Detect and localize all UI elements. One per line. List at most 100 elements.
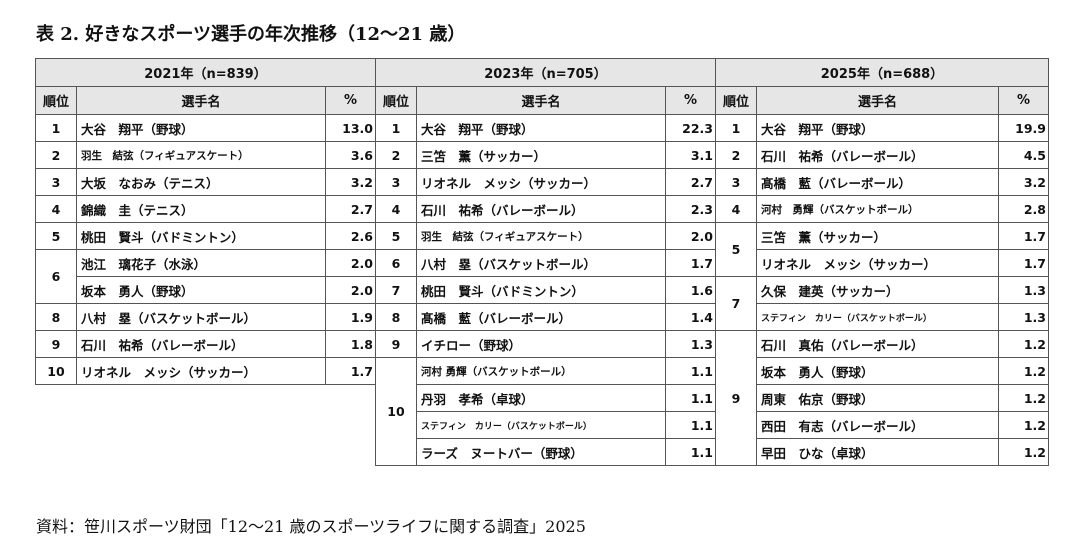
player-name: 大谷 翔平（野球）: [76, 114, 326, 142]
player-name: 髙橋 藍（バレーボール）: [416, 303, 666, 331]
percent-value: 1.3: [998, 276, 1049, 304]
percent-value: 1.7: [665, 249, 716, 277]
rank-cell: 3: [715, 168, 757, 196]
player-name: 石川 祐希（バレーボール）: [76, 330, 326, 358]
table-row: 10 河村 勇輝（バスケットボール） 1.1: [375, 357, 716, 466]
year-header-row: 2021年（n=839）: [35, 58, 376, 87]
table-row: 10 リオネル メッシ（サッカー） 1.7: [35, 357, 376, 385]
player-name: 坂本 勇人（野球）: [756, 357, 999, 385]
table-row: 1 大谷 翔平（野球） 13.0: [35, 114, 376, 142]
percent-value: 4.5: [998, 141, 1049, 169]
player-name: リオネル メッシ（サッカー）: [416, 168, 666, 196]
rank-cell: 10: [375, 357, 417, 466]
table-row: 8 髙橋 藍（バレーボール） 1.4: [375, 303, 716, 331]
name-header: 選手名: [416, 86, 666, 115]
rank-cell: 7: [715, 276, 757, 331]
table-row: リオネル メッシ（サッカー） 1.7: [716, 249, 1049, 277]
table-row: 4 錦織 圭（テニス） 2.7: [35, 195, 376, 223]
percent-value: 19.9: [998, 114, 1049, 142]
rank-cell: 2: [35, 141, 77, 169]
rank-cell: 5: [35, 222, 77, 250]
percent-value: 2.7: [665, 168, 716, 196]
player-name: ステフィン カリー（バスケットボール）: [416, 411, 666, 439]
rank-cell: 5: [375, 222, 417, 250]
table-row: 7 桃田 賢斗（バドミントン） 1.6: [375, 276, 716, 304]
rank-cell: 8: [35, 303, 77, 331]
percent-value: 1.2: [998, 411, 1049, 439]
percent-value: 1.2: [998, 330, 1049, 358]
table-row: 4 石川 祐希（バレーボール） 2.3: [375, 195, 716, 223]
rank-cell: 2: [375, 141, 417, 169]
player-name: 久保 建英（サッカー）: [756, 276, 999, 304]
player-name: 坂本 勇人（野球）: [76, 276, 326, 304]
table-row: 坂本 勇人（野球） 1.2: [716, 357, 1049, 385]
percent-value: 3.1: [665, 141, 716, 169]
table-2023: 2023年（n=705） 順位 選手名% 1 大谷 翔平（野球） 22.3 2 三笘 薫（サッ…: [375, 58, 716, 466]
source-note: 資料：笹川スポーツ財団「12〜21 歳のスポーツライフに関する調査」2025: [36, 517, 586, 536]
table-row: 2 石川 祐希（バレーボール） 4.5: [715, 141, 1049, 169]
player-name: 羽生 結弦（フィギュアスケート）: [416, 222, 666, 250]
rank-cell: 7: [375, 276, 417, 304]
rank-cell: 4: [375, 195, 417, 223]
player-name: 羽生 結弦（フィギュアスケート）: [76, 141, 326, 169]
player-name: ラーズ ヌートバー（野球）: [416, 438, 666, 466]
rank-header: 順位: [35, 86, 77, 115]
percent-value: 2.0: [325, 276, 376, 304]
rank-cell: 5: [715, 222, 757, 277]
rank-header: 順位: [375, 86, 417, 115]
rank-cell: 1: [375, 114, 417, 142]
table-row: 丹羽 孝希（卓球） 1.1: [376, 384, 716, 412]
table-row: 9 イチロー（野球） 1.3: [375, 330, 716, 358]
rank-cell: 2: [715, 141, 757, 169]
percent-value: 1.4: [665, 303, 716, 331]
percent-value: 2.6: [325, 222, 376, 250]
percent-value: 2.7: [325, 195, 376, 223]
rank-cell: 6: [375, 249, 417, 277]
table-row: 3 リオネル メッシ（サッカー） 2.7: [375, 168, 716, 196]
player-name: 髙橋 藍（バレーボール）: [756, 168, 999, 196]
table-row: 早田 ひな（卓球） 1.2: [716, 438, 1049, 466]
rank-cell: 3: [375, 168, 417, 196]
year-header: 2025年（n=688）: [715, 58, 1049, 87]
player-name: 石川 祐希（バレーボール）: [416, 195, 666, 223]
percent-value: 1.2: [998, 357, 1049, 385]
percent-value: 1.3: [998, 303, 1049, 331]
column-header-row: 順位 選手名%: [715, 86, 1049, 115]
player-name: 三笘 薫（サッカー）: [416, 141, 666, 169]
player-name: 桃田 賢斗（バドミントン）: [76, 222, 326, 250]
player-name: 錦織 圭（テニス）: [76, 195, 326, 223]
table-row: ステフィン カリー（バスケットボール） 1.1: [376, 411, 716, 439]
column-header-row: 順位 選手名%: [375, 86, 716, 115]
percent-value: 2.3: [665, 195, 716, 223]
table-row: 西田 有志（バレーボール） 1.2: [716, 411, 1049, 439]
table-row: 5 桃田 賢斗（バドミントン） 2.6: [35, 222, 376, 250]
rank-cell: 3: [35, 168, 77, 196]
table-row: 周東 佑京（野球） 1.2: [716, 384, 1049, 412]
percent-value: 1.1: [665, 357, 716, 385]
percent-value: 1.3: [665, 330, 716, 358]
table-2025: 2025年（n=688） 順位 選手名% 1 大谷 翔平（野球） 19.9 2 石川 祐希（バ…: [715, 58, 1049, 466]
name-header: 選手名: [76, 86, 326, 115]
pct-header: %: [665, 86, 716, 115]
percent-value: 3.2: [998, 168, 1049, 196]
player-name: 八村 塁（バスケットボール）: [416, 249, 666, 277]
player-name: ステフィン カリー（バスケットボール）: [756, 303, 999, 331]
table-row: 3 大坂 なおみ（テニス） 3.2: [35, 168, 376, 196]
percent-value: 2.8: [998, 195, 1049, 223]
percent-value: 1.6: [665, 276, 716, 304]
rank-cell: 6: [35, 249, 77, 304]
percent-value: 1.9: [325, 303, 376, 331]
table-title: 表 2. 好きなスポーツ選手の年次推移（12〜21 歳）: [36, 24, 466, 45]
table-row: ラーズ ヌートバー（野球） 1.1: [376, 438, 716, 466]
rank-cell: 4: [715, 195, 757, 223]
player-name: 大谷 翔平（野球）: [756, 114, 999, 142]
player-name: 河村 勇輝（バスケットボール）: [416, 357, 666, 385]
pct-header: %: [998, 86, 1049, 115]
rank-cell: 9: [715, 330, 757, 466]
table-row: 2 羽生 結弦（フィギュアスケート） 3.6: [35, 141, 376, 169]
player-name: 早田 ひな（卓球）: [756, 438, 999, 466]
table-row: 3 髙橋 藍（バレーボール） 3.2: [715, 168, 1049, 196]
table-row: 坂本 勇人（野球） 2.0: [36, 276, 376, 304]
percent-value: 1.7: [325, 357, 376, 385]
